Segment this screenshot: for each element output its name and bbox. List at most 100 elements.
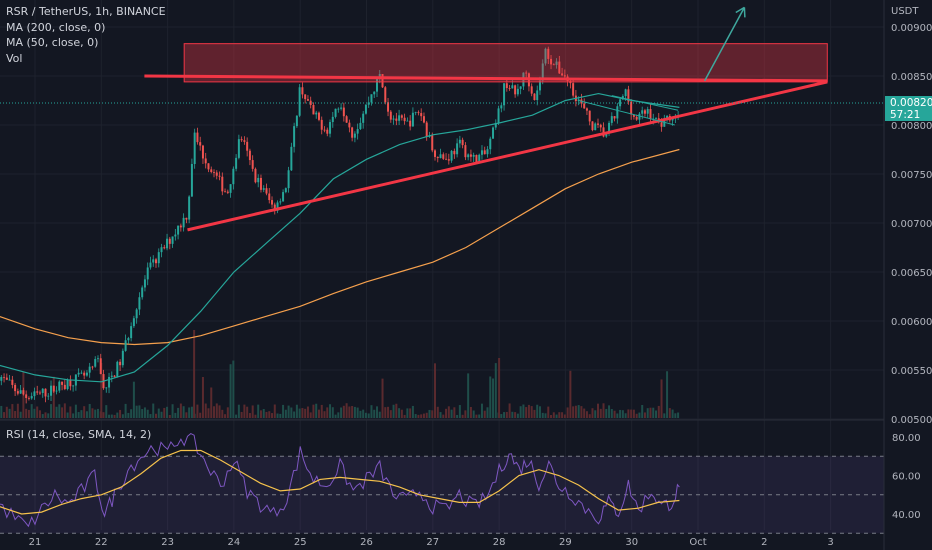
candle-body bbox=[619, 99, 622, 107]
candle-body bbox=[364, 104, 367, 114]
candle-body bbox=[301, 87, 304, 95]
price-tick: 0.00500 bbox=[891, 415, 932, 426]
candle-body bbox=[3, 376, 6, 378]
volume-bar bbox=[337, 412, 340, 418]
candle-body bbox=[635, 116, 638, 120]
volume-bar bbox=[602, 403, 605, 418]
resistance-line[interactable] bbox=[144, 74, 828, 83]
volume-bar bbox=[655, 410, 658, 418]
candle-body bbox=[63, 384, 66, 390]
candle-body bbox=[411, 112, 414, 127]
grid bbox=[0, 0, 884, 530]
candle-body bbox=[591, 121, 594, 131]
volume-bar bbox=[649, 407, 652, 418]
volume-bar bbox=[561, 412, 564, 418]
volume-bar bbox=[30, 404, 33, 418]
ma200-legend[interactable]: MA (200, close, 0) bbox=[6, 20, 106, 34]
volume-bar bbox=[605, 408, 608, 418]
chart-legend: RSR / TetherUS, 1h, BINANCE MA (200, clo… bbox=[6, 4, 166, 66]
volume-bar bbox=[638, 412, 641, 418]
candle-body bbox=[88, 366, 91, 373]
volume-bar bbox=[301, 408, 304, 418]
candle-body bbox=[99, 358, 102, 375]
candle-body bbox=[447, 159, 450, 161]
volume-bar bbox=[613, 410, 616, 418]
volume-bar bbox=[660, 379, 663, 418]
resistance-zone[interactable] bbox=[183, 43, 828, 83]
volume-bar bbox=[619, 409, 622, 418]
candle-body bbox=[36, 391, 39, 393]
candle-body bbox=[315, 112, 318, 115]
candle-body bbox=[141, 287, 144, 298]
time-tick: 22 bbox=[95, 537, 108, 548]
volume-bar bbox=[174, 412, 177, 418]
volume-bar bbox=[500, 414, 503, 418]
time-tick: 26 bbox=[360, 537, 373, 548]
volume-bar bbox=[630, 409, 633, 418]
candle-body bbox=[105, 387, 108, 389]
volume-bar bbox=[461, 414, 464, 418]
candle-body bbox=[160, 247, 163, 253]
volume-bar bbox=[290, 407, 293, 418]
volume-bar bbox=[271, 413, 274, 418]
volume-bar bbox=[69, 406, 72, 418]
vol-legend[interactable]: Vol bbox=[6, 51, 23, 65]
projection-arrow[interactable] bbox=[703, 7, 746, 82]
volume-bar bbox=[50, 404, 53, 418]
candle-body bbox=[503, 83, 506, 106]
price-tick: 0.00750 bbox=[891, 170, 932, 181]
candle-body bbox=[61, 381, 64, 385]
rsi-legend[interactable]: RSI (14, close, SMA, 14, 2) bbox=[6, 428, 152, 441]
candle-body bbox=[235, 157, 238, 169]
volume-bar bbox=[96, 408, 99, 418]
volume-bar bbox=[530, 406, 533, 418]
time-tick: 24 bbox=[228, 537, 241, 548]
candle-body bbox=[660, 122, 663, 127]
candle-body bbox=[163, 247, 166, 249]
candle-body bbox=[38, 392, 41, 394]
price-tick: 0.00800 bbox=[891, 121, 932, 132]
volume-bar bbox=[19, 411, 22, 418]
volume-bar bbox=[475, 414, 478, 418]
candle-body bbox=[613, 116, 616, 119]
volume-bar bbox=[193, 330, 196, 418]
volume-bar bbox=[240, 411, 243, 418]
candle-body bbox=[116, 361, 119, 377]
volume-bar bbox=[254, 414, 257, 418]
candle-body bbox=[505, 83, 508, 89]
candle-body bbox=[226, 191, 229, 193]
pattern-line[interactable] bbox=[578, 100, 675, 126]
candle-body bbox=[273, 204, 276, 211]
candle-body bbox=[171, 236, 174, 244]
volume-bar bbox=[204, 403, 207, 418]
candle-body bbox=[514, 85, 517, 95]
volume-bar bbox=[480, 403, 483, 418]
candle-body bbox=[367, 102, 370, 105]
symbol-title[interactable]: RSR / TetherUS, 1h, BINANCE bbox=[6, 5, 166, 18]
support-trendline[interactable] bbox=[187, 80, 828, 232]
volume-bar bbox=[533, 409, 536, 418]
candle-body bbox=[494, 122, 497, 128]
ma50-legend[interactable]: MA (50, close, 0) bbox=[6, 36, 99, 49]
volume-bar bbox=[359, 410, 362, 418]
volume-bar bbox=[210, 387, 213, 418]
volume-bar bbox=[516, 413, 519, 418]
candle-body bbox=[201, 145, 204, 159]
candle-body bbox=[375, 78, 378, 92]
candle-body bbox=[541, 63, 544, 81]
ma200-polyline bbox=[0, 148, 680, 346]
candle-body bbox=[555, 61, 558, 65]
volume-bar bbox=[188, 407, 191, 418]
volume-bar bbox=[276, 413, 279, 418]
volume-bar bbox=[320, 404, 323, 418]
volume-bar bbox=[74, 404, 77, 418]
candle-body bbox=[353, 133, 356, 138]
ma50-polyline bbox=[0, 92, 680, 383]
volume-bar bbox=[348, 406, 351, 418]
candle-body bbox=[436, 156, 439, 159]
candle-body bbox=[381, 74, 384, 88]
candle-body bbox=[127, 338, 130, 341]
volume-bar bbox=[409, 408, 412, 418]
pattern-line[interactable] bbox=[611, 95, 679, 111]
